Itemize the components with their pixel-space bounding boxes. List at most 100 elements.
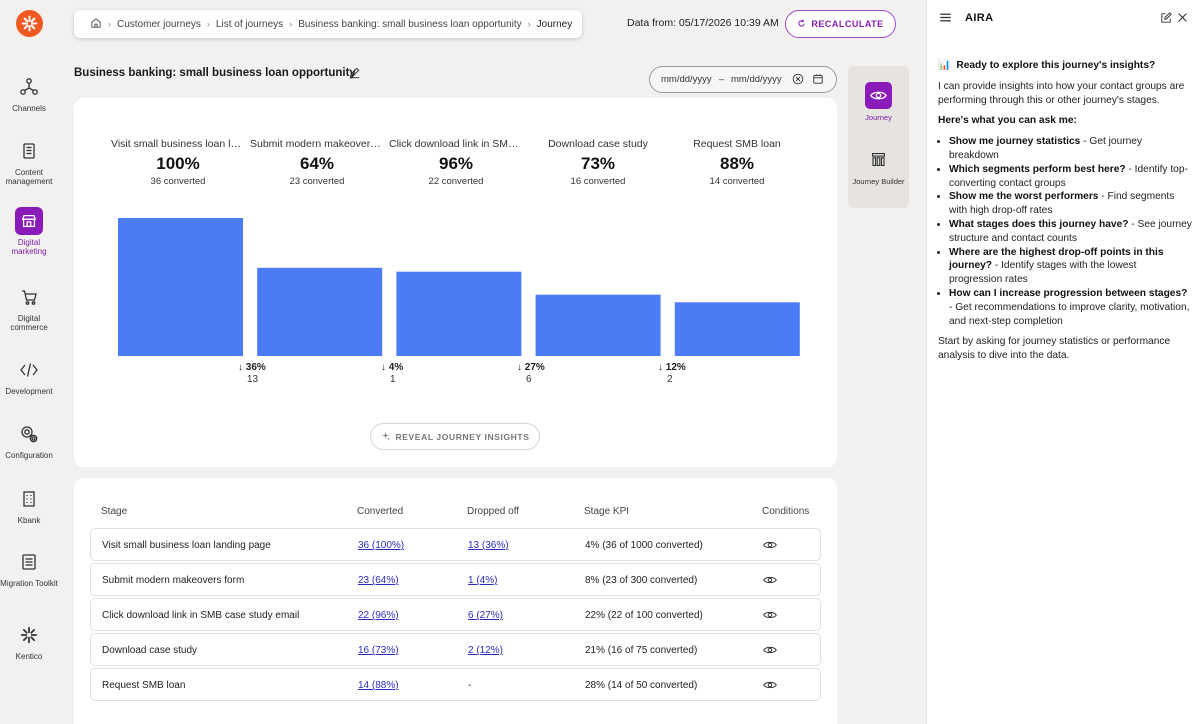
aira-intro-text: I can provide insights into how your con…	[938, 80, 1185, 106]
clear-icon[interactable]	[792, 73, 804, 88]
bar-4[interactable]	[674, 302, 800, 356]
aira-message: 📊 Ready to explore this journey's insigh…	[938, 59, 1192, 370]
eye-icon[interactable]	[763, 679, 777, 694]
nav-item-kentico[interactable]: Kentico	[0, 621, 58, 661]
suggestion-item[interactable]: Where are the highest drop-off points in…	[949, 246, 1192, 287]
date-from-input[interactable]: mm/dd/yyyy	[661, 74, 712, 85]
chevron-right-icon: ›	[289, 19, 293, 29]
nav-label: Channels	[12, 104, 46, 113]
nav-item-kbank[interactable]: Kbank	[0, 485, 58, 525]
aira-header: AIRA	[927, 0, 1200, 36]
funnel-chart-card: Visit small business loan la... 100% 36 …	[74, 98, 837, 467]
breadcrumb-item[interactable]: List of journeys	[215, 18, 284, 30]
nav-label: Configuration	[5, 451, 53, 460]
dropoff-count: 1	[390, 374, 396, 385]
nav-label: Kentico	[15, 652, 43, 661]
stage-percent: 100%	[156, 154, 200, 173]
nav-label: Migration Toolkit	[0, 579, 58, 588]
table-row: Click download link in SMB case study em…	[90, 598, 821, 631]
eye-icon[interactable]	[763, 609, 777, 624]
nav-item-content-management[interactable]: Content management	[0, 137, 58, 186]
aira-title: AIRA	[965, 12, 994, 24]
suggestion-description: - See journey structure and contact coun…	[949, 218, 1192, 244]
cell-dropped-link[interactable]: 2 (12%)	[468, 645, 504, 656]
aira-ask-heading: Here's what you can ask me:	[938, 115, 1077, 127]
bar-0[interactable]	[118, 218, 243, 356]
date-separator: –	[718, 74, 724, 85]
dropoff-label: ↓ 4% 1	[381, 362, 441, 386]
dropoff-label: ↓ 27% 6	[517, 362, 577, 386]
stage-converted: 36 converted	[150, 176, 206, 187]
suggestion-question: What stages does this journey have?	[949, 218, 1129, 230]
cell-dropped-link[interactable]: 13 (36%)	[468, 540, 509, 551]
close-icon[interactable]	[1177, 12, 1188, 26]
eye-icon	[865, 82, 892, 109]
nav-item-channels[interactable]: Channels	[0, 73, 58, 113]
pencil-icon[interactable]	[348, 66, 362, 80]
cell-converted-link[interactable]: 23 (64%)	[358, 575, 399, 586]
recalculate-button[interactable]: RECALCULATE	[785, 10, 896, 38]
nav-item-migration-toolkit[interactable]: Migration Toolkit	[0, 548, 58, 588]
cell-converted-link[interactable]: 16 (73%)	[358, 645, 399, 656]
tab-label: Journey Builder	[852, 177, 905, 186]
tab-journey[interactable]: Journey	[848, 82, 909, 122]
table-header-conditions: Conditions	[762, 506, 810, 517]
cell-converted-link[interactable]: 14 (88%)	[358, 680, 399, 691]
cell-kpi: 4% (36 of 1000 converted)	[585, 540, 703, 551]
refresh-icon	[797, 19, 806, 30]
dropoff-label: ↓ 12% 2	[658, 362, 718, 386]
stages-table: Stage Converted Dropped off Stage KPI Co…	[74, 478, 837, 724]
nav-item-digital-marketing[interactable]: Digital marketing	[0, 207, 58, 256]
stage-percent: 73%	[580, 154, 616, 173]
home-icon[interactable]	[90, 17, 102, 32]
breadcrumb-item[interactable]: Business banking: small business loan op…	[298, 18, 522, 30]
table-row: Request SMB loan 14 (88%) - 28% (14 of 5…	[90, 668, 821, 701]
calendar-icon[interactable]	[812, 73, 824, 88]
suggestion-item[interactable]: How can I increase progression between s…	[949, 287, 1192, 328]
kentico-logo-icon[interactable]	[16, 10, 43, 37]
table-header-dropped-off: Dropped off	[467, 506, 520, 517]
hamburger-menu-icon[interactable]	[939, 12, 952, 26]
cell-dropped-link[interactable]: 1 (4%)	[468, 575, 498, 586]
dropoff-label: ↓ 36% 13	[238, 362, 298, 386]
page-title: Business banking: small business loan op…	[74, 67, 356, 79]
suggestion-description: - Identify stages with the lowest progre…	[949, 260, 1137, 286]
suggestion-item[interactable]: Show me journey statistics - Get journey…	[949, 135, 1192, 163]
date-to-input[interactable]: mm/dd/yyyy	[730, 74, 782, 85]
dropoff-percent: ↓ 27%	[517, 362, 545, 373]
nav-item-configuration[interactable]: Configuration	[0, 420, 58, 460]
bar-1[interactable]	[257, 267, 383, 356]
nav-item-development[interactable]: Development	[0, 356, 58, 396]
cell-converted-link[interactable]: 22 (96%)	[358, 610, 399, 621]
chart-emoji-icon: 📊	[938, 60, 951, 71]
cell-converted-link[interactable]: 36 (100%)	[358, 540, 405, 551]
eye-icon[interactable]	[763, 644, 777, 659]
suggestion-item[interactable]: What stages does this journey have? - Se…	[949, 218, 1192, 246]
bar-2[interactable]	[396, 271, 522, 356]
bar-chart	[118, 218, 800, 356]
cell-kpi: 22% (22 of 100 converted)	[585, 610, 703, 621]
stage-percent: 64%	[299, 154, 335, 173]
eye-icon[interactable]	[763, 574, 777, 589]
chevron-right-icon: ›	[527, 19, 531, 29]
date-range-picker[interactable]: mm/dd/yyyy – mm/dd/yyyy	[649, 66, 837, 93]
bar-3[interactable]	[535, 294, 661, 356]
list-icon	[15, 548, 43, 576]
sparkle-icon	[381, 431, 391, 443]
reveal-insights-button[interactable]: REVEAL JOURNEY INSIGHTS	[370, 423, 540, 450]
left-navigation: Channels Content management Digital mark…	[0, 0, 58, 724]
eye-icon[interactable]	[763, 539, 777, 554]
nav-item-digital-commerce[interactable]: Digital commerce	[0, 283, 58, 332]
storefront-icon	[15, 207, 43, 235]
tab-journey-builder[interactable]: Journey Builder	[848, 146, 909, 186]
cell-dropped-link[interactable]: 6 (27%)	[468, 610, 504, 621]
aira-assistant-panel: AIRA 📊 Ready to explore this journey's i…	[926, 0, 1200, 724]
aira-intro-heading: Ready to explore this journey's insights…	[956, 60, 1156, 71]
suggestion-description: - Identify top-converting contact groups	[949, 163, 1188, 189]
breadcrumb-current: Journey	[536, 18, 573, 30]
building-icon	[15, 485, 43, 513]
suggestion-item[interactable]: Which segments perform best here? - Iden…	[949, 163, 1192, 191]
suggestion-item[interactable]: Show me the worst performers - Find segm…	[949, 190, 1192, 218]
new-chat-icon[interactable]	[1160, 12, 1172, 27]
breadcrumb-item[interactable]: Customer journeys	[117, 18, 201, 30]
